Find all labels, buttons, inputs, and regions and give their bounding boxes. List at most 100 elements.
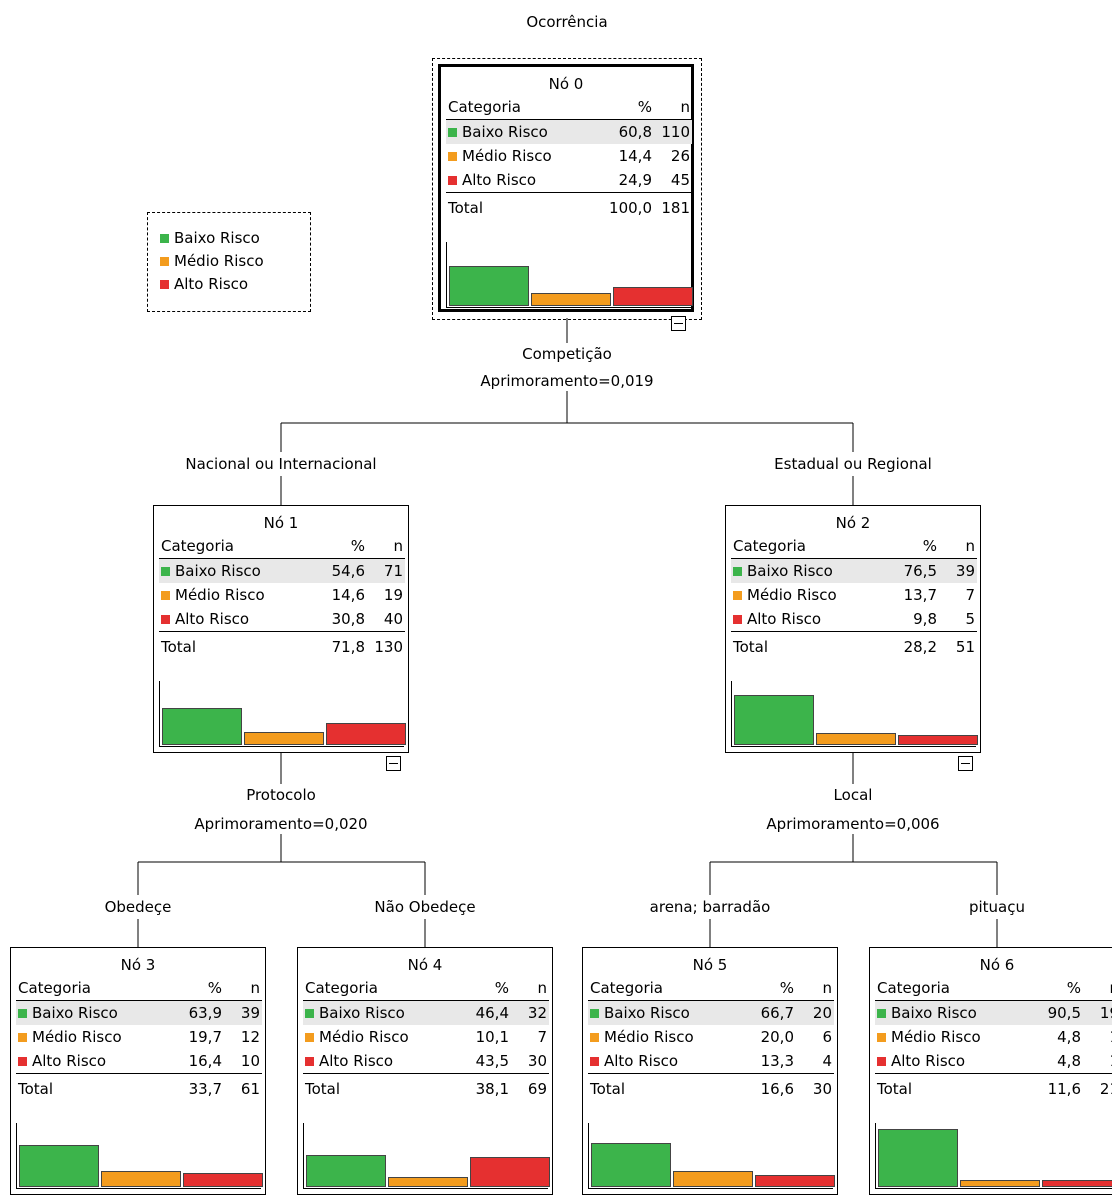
node-row-alto: Alto Risco 4,81 (875, 1049, 1112, 1074)
row-category-label: Alto Risco (604, 1052, 679, 1070)
row-category: Alto Risco (588, 1049, 736, 1074)
node-table: Categoria% n Baixo Risco 46,4 32 Médio Risco 1… (303, 976, 549, 1104)
bar-medio (388, 1177, 468, 1187)
red-swatch-icon (18, 1057, 27, 1066)
row-category-label: Alto Risco (462, 171, 537, 189)
legend: Baixo Risco Médio Risco Alto Risco (147, 212, 311, 312)
row-category: Alto Risco (875, 1049, 1023, 1074)
row-percent: 54,6 (307, 558, 365, 583)
tree-node-1[interactable]: Nó 1 Categoria% n Baixo Risco 54,6 71 Médio Ri… (153, 505, 409, 753)
collapse-node-0-button[interactable] (671, 316, 686, 331)
orange-swatch-icon (733, 591, 742, 600)
header-percent: % (1023, 976, 1081, 1001)
bar-alto (1042, 1180, 1112, 1187)
header-category: Categoria (588, 976, 736, 1001)
bar-medio (101, 1171, 181, 1187)
green-swatch-icon (161, 567, 170, 576)
row-category: Médio Risco (731, 583, 879, 607)
row-percent: 14,4 (618, 147, 652, 165)
node-row-medio: Médio Risco 14,4 26 (446, 144, 692, 168)
row-n: 20 (794, 1000, 834, 1025)
node-row-baixo: Baixo Risco 90,519 (875, 1000, 1112, 1025)
row-category-label: Baixo Risco (747, 562, 833, 580)
row-category: Médio Risco (446, 144, 594, 168)
node-row-baixo: Baixo Risco 76,5 39 (731, 558, 977, 583)
tree-node-3[interactable]: Nó 3 Categoria% n Baixo Risco 63,9 39 Médio Ri… (10, 947, 266, 1195)
row-category-label: Alto Risco (32, 1052, 107, 1070)
collapse-node-1-button[interactable] (386, 756, 401, 771)
total-n: 181 (652, 192, 692, 223)
header-n: n (1081, 976, 1112, 1001)
node-row-alto: Alto Risco 30,8 40 (159, 607, 405, 632)
tree-node-4[interactable]: Nó 4 Categoria% n Baixo Risco 46,4 32 Médio Ri… (297, 947, 553, 1195)
node-bar-chart (159, 681, 406, 747)
bar-medio (531, 293, 611, 306)
split-improvement-root: Aprimoramento=0,019 (480, 372, 654, 390)
bar-medio (816, 733, 896, 745)
branch-label-arena: arena; barradão (649, 898, 771, 916)
row-category-label: Médio Risco (175, 586, 265, 604)
node-table-header: Categoria%n (875, 976, 1112, 1001)
row-category-label: Médio Risco (462, 147, 552, 165)
orange-swatch-icon (18, 1033, 27, 1042)
total-n: 61 (222, 1073, 262, 1104)
branch-label-pituacu: pituaçu (968, 898, 1026, 916)
split-variable-node1: Protocolo (246, 786, 316, 804)
orange-swatch-icon (448, 152, 457, 161)
node-row-alto: Alto Risco 43,5 30 (303, 1049, 549, 1074)
tree-node-2[interactable]: Nó 2 Categoria% n Baixo Risco 76,5 39 Médio Ri… (725, 505, 981, 753)
header-category: Categoria (16, 976, 164, 1001)
row-n: 110 (652, 119, 692, 144)
node-title: Nó 2 (835, 514, 871, 532)
tree-node-5[interactable]: Nó 5 Categoria% n Baixo Risco 66,7 20 Médio Ri… (582, 947, 838, 1195)
header-n: n (652, 95, 692, 120)
node-table-header: Categoria%n (303, 976, 549, 1001)
node-row-medio: Médio Risco 19,7 12 (16, 1025, 262, 1049)
node-table: Categoria%n Baixo Risco 90,519 Médio Risco 4… (875, 976, 1112, 1104)
row-percent: 20,0 (760, 1028, 794, 1046)
orange-swatch-icon (877, 1033, 886, 1042)
node-title: Nó 6 (979, 956, 1015, 974)
node-table: Categoria% n Baixo Risco 76,5 39 Médio Risco 1… (731, 534, 977, 662)
green-swatch-icon (733, 567, 742, 576)
red-swatch-icon (448, 176, 457, 185)
row-category: Baixo Risco (875, 1000, 1023, 1025)
row-category: Alto Risco (446, 168, 594, 193)
total-percent: 100,0 (594, 192, 652, 223)
row-percent: 13,3 (760, 1052, 794, 1070)
bar-alto (183, 1173, 263, 1187)
total-label: Total (875, 1073, 1023, 1104)
split-variable-node2: Local (833, 786, 873, 804)
bar-medio (244, 732, 324, 745)
row-category-label: Baixo Risco (32, 1004, 118, 1022)
header-category: Categoria (875, 976, 1023, 1001)
red-swatch-icon (161, 615, 170, 624)
row-percent: 19,7 (188, 1028, 222, 1046)
total-label: Total (731, 631, 879, 662)
legend-item-baixo: Baixo Risco (160, 229, 260, 247)
node-row-baixo: Baixo Risco 54,6 71 (159, 558, 405, 583)
row-n: 40 (383, 610, 403, 628)
total-percent: 16,6 (736, 1073, 794, 1104)
row-category: Médio Risco (303, 1025, 451, 1049)
header-percent: % (736, 976, 794, 1001)
node-bar-chart (731, 681, 978, 747)
bar-baixo (449, 266, 529, 306)
total-percent: 71,8 (307, 631, 365, 662)
row-n: 1 (1081, 1025, 1112, 1049)
tree-node-0[interactable]: Nó 0 Categoria% n Baixo Risco 60,8 110 Médio R… (438, 64, 694, 312)
header-percent: % (164, 976, 222, 1001)
row-category-label: Alto Risco (319, 1052, 394, 1070)
row-category: Alto Risco (303, 1049, 451, 1074)
row-n: 4 (822, 1052, 832, 1070)
row-n: 39 (222, 1000, 262, 1025)
header-percent: % (879, 534, 937, 559)
collapse-node-2-button[interactable] (958, 756, 973, 771)
node-table-header: Categoria%n (588, 976, 834, 1001)
row-category: Baixo Risco (446, 119, 594, 144)
row-n: 30 (527, 1052, 547, 1070)
bar-medio (673, 1171, 753, 1187)
node-title: Nó 3 (120, 956, 156, 974)
